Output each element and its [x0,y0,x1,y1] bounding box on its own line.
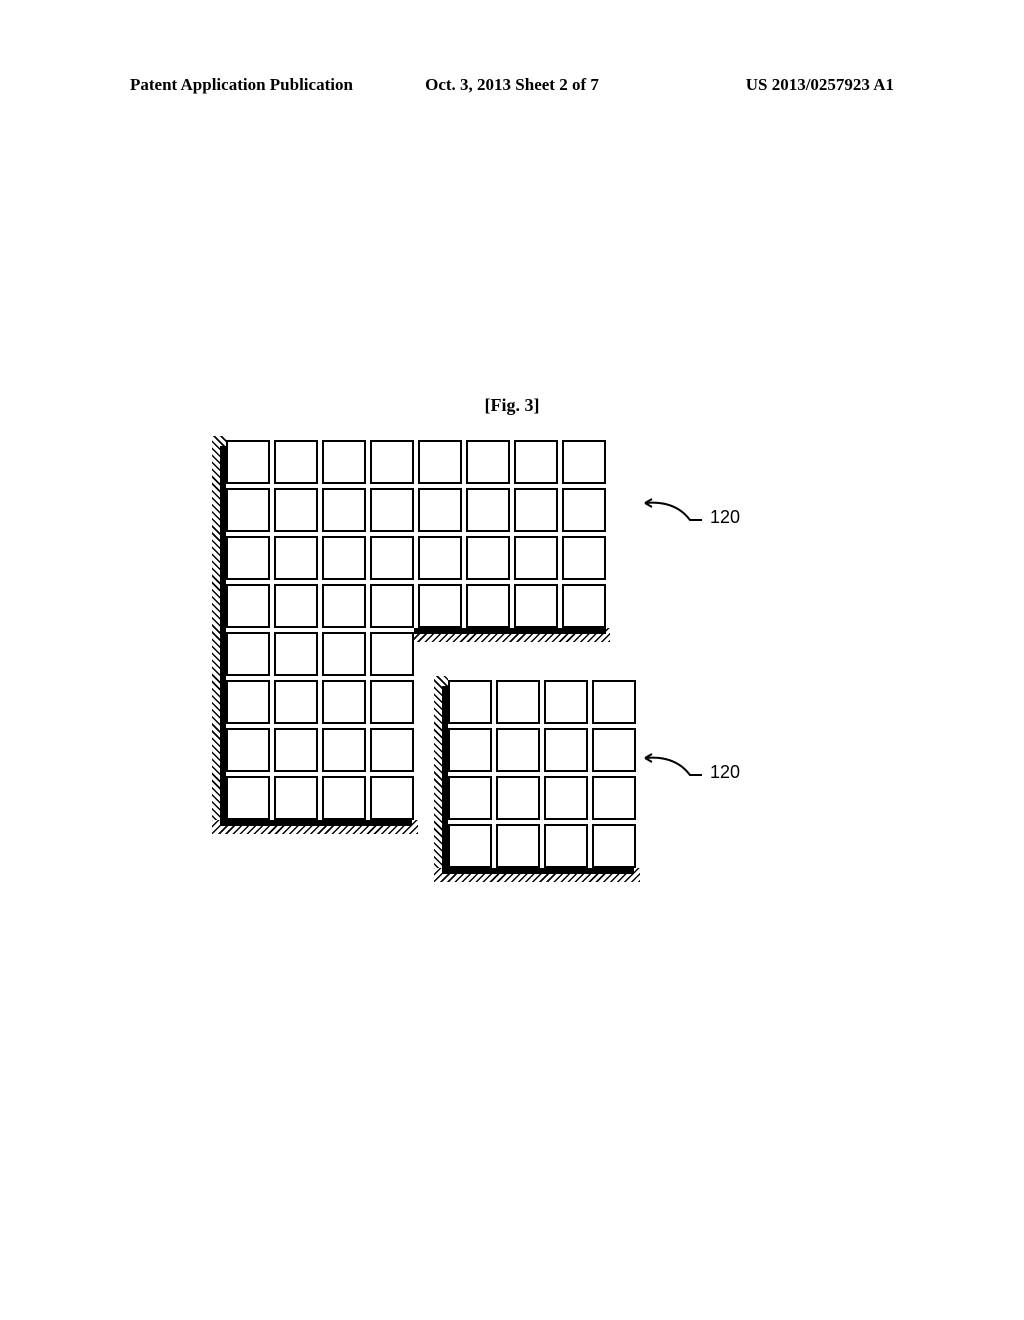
shadow [414,628,606,634]
grid-cell [274,536,318,580]
callout-label: 120 [710,762,740,783]
grid-cell [496,680,540,724]
grid-cell [496,776,540,820]
grid-cell [274,680,318,724]
grid-cell [274,584,318,628]
grid-cell [466,440,510,484]
grid-cell [418,536,462,580]
grid-cell [544,824,588,868]
callout-arrow [640,750,710,780]
grid-cell [418,584,462,628]
grid-cell [322,632,366,676]
grid-cell [322,584,366,628]
grid-cell [226,776,270,820]
grid-cell [274,440,318,484]
grid-cell [592,680,636,724]
grid-cell [226,728,270,772]
grid-cell [322,440,366,484]
grid-cell [322,488,366,532]
grid-cell [274,776,318,820]
grid-cell [370,776,414,820]
grid-cell [322,680,366,724]
grid-cell [370,632,414,676]
page-header: Patent Application Publication Oct. 3, 2… [0,75,1024,95]
grid-cell [226,584,270,628]
grid-cell [592,824,636,868]
header-center: Oct. 3, 2013 Sheet 2 of 7 [385,75,640,95]
grid-cell [466,536,510,580]
grid-cell [562,488,606,532]
grid-cell [370,584,414,628]
grid-cell [322,776,366,820]
shadow [220,820,412,826]
grid-cell [370,536,414,580]
grid-cell [514,536,558,580]
grid-cell [370,728,414,772]
grid-cell [418,488,462,532]
grid-cell [592,776,636,820]
figure-label: [Fig. 3] [0,395,1024,416]
shadow [442,868,634,874]
grid-cell [226,488,270,532]
grid-cell [274,488,318,532]
grid-cell [322,536,366,580]
grid-cell [496,824,540,868]
grid-cell [448,776,492,820]
grid-cell [544,776,588,820]
grid-cell [496,728,540,772]
grid-cell [448,680,492,724]
figure-container: 120 120 [200,430,800,880]
grid-cell [592,728,636,772]
grid-cell [466,584,510,628]
grid-cell [274,728,318,772]
grid-cell [514,440,558,484]
header-right: US 2013/0257923 A1 [639,75,894,95]
grid-cell [370,440,414,484]
grid-cell [370,680,414,724]
callout-arrow [640,495,710,525]
grid-cell [448,824,492,868]
grid-cell [544,728,588,772]
grid-cell [514,488,558,532]
grid-cell [562,536,606,580]
grid-cell [226,440,270,484]
grid-cell [370,488,414,532]
grid-cell [226,536,270,580]
grid-cell [274,632,318,676]
grid-cell [514,584,558,628]
grid-cell [466,488,510,532]
grid-cell [226,632,270,676]
grid-cell [562,584,606,628]
callout-label: 120 [710,507,740,528]
header-left: Patent Application Publication [130,75,385,95]
grid-cell [322,728,366,772]
grid-cell [562,440,606,484]
grid-cell [418,440,462,484]
grid-cell [448,728,492,772]
grid-cell [544,680,588,724]
grid-cell [226,680,270,724]
